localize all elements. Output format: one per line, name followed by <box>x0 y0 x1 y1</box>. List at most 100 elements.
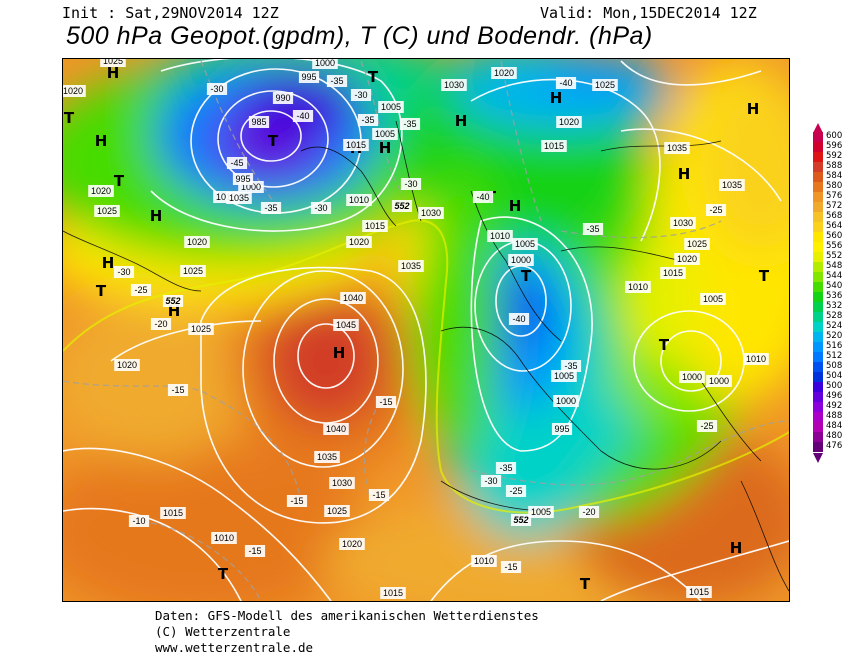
isobar-label: 995 <box>232 173 254 185</box>
low-pressure-marker: T <box>218 565 229 583</box>
legend-swatch <box>813 252 823 262</box>
isobar-label-text: 1040 <box>343 293 363 303</box>
isobar-label: 1045 <box>333 319 359 331</box>
legend-entry: 492 <box>810 401 850 412</box>
temperature-label-text: -15 <box>171 385 184 395</box>
isobar-label-text: 1015 <box>163 508 183 518</box>
isobar-label: 1020 <box>491 67 517 79</box>
temperature-label: -20 <box>150 318 172 330</box>
isobar-label: 1030 <box>418 207 444 219</box>
temperature-label-text: -20 <box>582 507 595 517</box>
isobar-label: 1020 <box>114 359 140 371</box>
legend-value: 556 <box>826 241 843 251</box>
isobar-label: 1005 <box>700 293 726 305</box>
legend-swatch <box>813 342 823 352</box>
copyright-line: (C) Wetterzentrale <box>155 624 291 639</box>
temperature-label-text: -40 <box>512 314 525 324</box>
legend-entry: 592 <box>810 151 850 162</box>
isobar-label: 1015 <box>686 586 712 598</box>
isobar-label-text: 1005 <box>531 507 551 517</box>
temperature-label: -15 <box>167 384 189 396</box>
legend-value: 560 <box>826 231 843 241</box>
temperature-label-text: -25 <box>700 421 713 431</box>
legend-swatch <box>813 292 823 302</box>
temperature-label: -35 <box>326 75 348 87</box>
legend-swatch <box>813 162 823 172</box>
high-pressure-marker: H <box>730 539 743 557</box>
temperature-label-text: -15 <box>372 490 385 500</box>
isobar-label-text: 1030 <box>332 478 352 488</box>
low-pressure-marker: T <box>521 267 532 285</box>
height-label-text: 552 <box>513 515 528 525</box>
isobar-label: 1040 <box>323 423 349 435</box>
isobar-label: 1025 <box>94 205 120 217</box>
isobar-label: 1025 <box>684 238 710 250</box>
temperature-label: -30 <box>310 202 332 214</box>
legend-swatch <box>813 392 823 402</box>
temperature-label-text: -20 <box>154 319 167 329</box>
temperature-label: -40 <box>472 191 494 203</box>
legend-entry: 576 <box>810 191 850 202</box>
isobar-label: 1025 <box>180 265 206 277</box>
legend-value: 592 <box>826 151 843 161</box>
legend-entry: 540 <box>810 281 850 292</box>
temperature-label-text: -10 <box>132 516 145 526</box>
valid-time: Valid: Mon,15DEC2014 12Z <box>540 4 757 22</box>
isobar-label: 1035 <box>719 179 745 191</box>
temperature-label-text: -15 <box>504 562 517 572</box>
legend-entry: 504 <box>810 371 850 382</box>
legend-value: 552 <box>826 251 843 261</box>
isobar-label-text: 1045 <box>336 320 356 330</box>
isobar-label: 1005 <box>372 128 398 140</box>
isobar-label: 1015 <box>541 140 567 152</box>
legend-swatch <box>813 422 823 432</box>
legend-entry: 600 <box>810 131 850 142</box>
legend-swatch <box>813 352 823 362</box>
temperature-label: -30 <box>113 266 135 278</box>
isobar-label-text: 1035 <box>667 143 687 153</box>
temperature-label: -40 <box>508 313 530 325</box>
isobar-label-text: 1025 <box>183 266 203 276</box>
isobar-label-text: 1000 <box>556 396 576 406</box>
isobar-label: 1035 <box>398 260 424 272</box>
legend-value: 508 <box>826 361 843 371</box>
isobar-label-text: 995 <box>554 424 569 434</box>
high-pressure-marker: H <box>107 64 120 82</box>
legend-value: 596 <box>826 141 843 151</box>
data-source-line: Daten: GFS-Modell des amerikanischen Wet… <box>155 608 539 623</box>
temperature-label-text: -30 <box>484 476 497 486</box>
legend-entry: 476 <box>810 441 850 452</box>
isobar-label: 1010 <box>346 194 372 206</box>
temperature-label: -35 <box>357 114 379 126</box>
legend-value: 528 <box>826 311 843 321</box>
isobar-label-text: 1020 <box>559 117 579 127</box>
height-label: 552 <box>510 514 532 526</box>
legend-swatch <box>813 172 823 182</box>
temperature-label: -30 <box>400 178 422 190</box>
isobar-label: 1025 <box>100 59 126 67</box>
isobar-label-text: 1015 <box>544 141 564 151</box>
isobar-label: 1010 <box>625 281 651 293</box>
legend-entry: 552 <box>810 251 850 262</box>
legend-value: 512 <box>826 351 843 361</box>
temperature-label: -40 <box>292 110 314 122</box>
legend-value: 600 <box>826 131 843 141</box>
legend-entry: 484 <box>810 421 850 432</box>
website-link[interactable]: www.wetterzentrale.de <box>155 640 314 655</box>
isobar-label-text: 1030 <box>673 218 693 228</box>
isobar-label: 985 <box>248 116 270 128</box>
isobar-label-text: 1025 <box>687 239 707 249</box>
isobar-label: 995 <box>551 423 573 435</box>
temperature-label-text: -40 <box>476 192 489 202</box>
isobar-label: 1020 <box>88 185 114 197</box>
isobar-label: 1015 <box>380 587 406 599</box>
isobar-label-text: 1025 <box>97 206 117 216</box>
isobar-label: 1000 <box>508 254 534 266</box>
temperature-label-text: -30 <box>404 179 417 189</box>
isobar-label: 1030 <box>329 477 355 489</box>
isobar-label-text: 995 <box>301 72 316 82</box>
legend-entry: 488 <box>810 411 850 422</box>
legend-swatch <box>813 412 823 422</box>
temperature-label-text: -40 <box>559 78 572 88</box>
legend-swatch <box>813 442 823 452</box>
